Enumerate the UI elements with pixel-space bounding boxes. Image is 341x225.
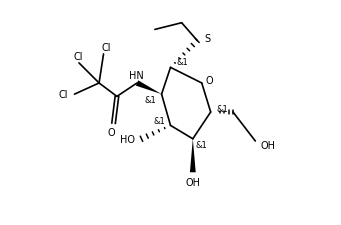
Text: S: S (204, 34, 210, 44)
Text: O: O (206, 75, 213, 85)
Polygon shape (190, 139, 196, 173)
Text: OH: OH (185, 177, 200, 187)
Text: &1: &1 (195, 140, 207, 149)
Text: &1: &1 (144, 96, 156, 105)
Text: &1: &1 (153, 117, 165, 126)
Text: &1: &1 (216, 105, 228, 114)
Text: Cl: Cl (59, 90, 68, 100)
Text: Cl: Cl (101, 43, 110, 53)
Text: HO: HO (120, 134, 135, 144)
Polygon shape (136, 81, 162, 95)
Text: O: O (107, 128, 115, 137)
Text: &1: &1 (176, 58, 188, 67)
Text: Cl: Cl (73, 52, 83, 62)
Text: OH: OH (261, 141, 276, 151)
Text: HN: HN (129, 71, 143, 81)
